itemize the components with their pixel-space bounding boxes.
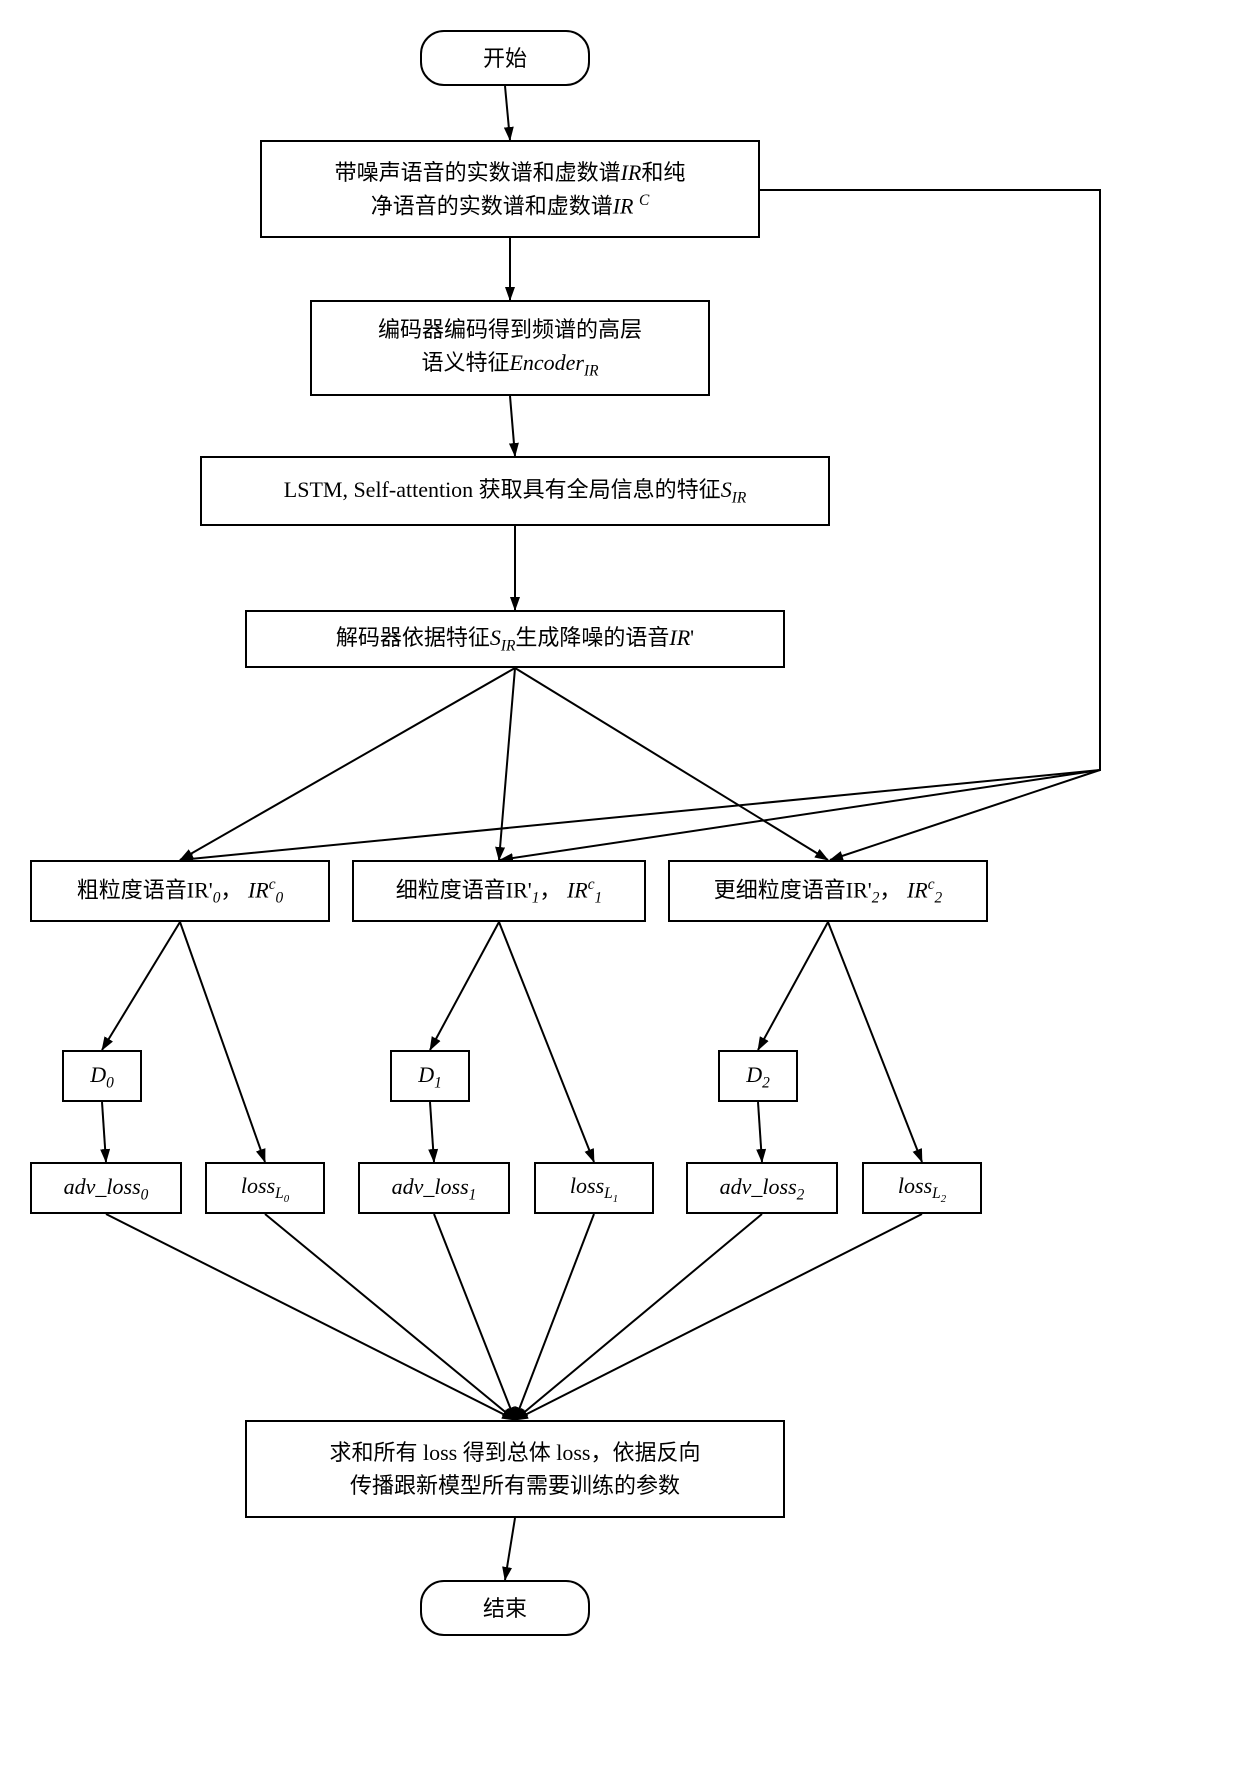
node-adv1: adv_loss1 [358, 1162, 510, 1214]
node-label: 求和所有 loss 得到总体 loss，依据反向传播跟新模型所有需要训练的参数 [330, 1436, 701, 1502]
node-encoder: 编码器编码得到频谱的高层语义特征EncoderIR [310, 300, 710, 396]
node-g1: 细粒度语音IR'1， IRc1 [352, 860, 646, 922]
node-label: lossL0 [241, 1169, 289, 1208]
node-label: 结束 [483, 1592, 527, 1625]
edge [758, 1102, 762, 1162]
edge [505, 86, 510, 140]
node-label: adv_loss2 [720, 1170, 805, 1207]
node-label: lossL2 [898, 1169, 946, 1208]
node-label: D0 [90, 1058, 114, 1095]
node-label: adv_loss0 [64, 1170, 149, 1207]
edge [106, 1214, 515, 1420]
edge [515, 1214, 922, 1420]
edge [102, 1102, 106, 1162]
node-label: 开始 [483, 42, 527, 75]
node-label: lossL1 [570, 1169, 618, 1208]
edge [499, 922, 594, 1162]
node-adv2: adv_loss2 [686, 1162, 838, 1214]
node-label: LSTM, Self-attention 获取具有全局信息的特征SIR [284, 473, 746, 510]
node-lL0: lossL0 [205, 1162, 325, 1214]
node-label: 粗粒度语音IR'0， IRc0 [77, 873, 284, 910]
node-g0: 粗粒度语音IR'0， IRc0 [30, 860, 330, 922]
node-label: 编码器编码得到频谱的高层语义特征EncoderIR [378, 313, 642, 383]
node-end: 结束 [420, 1580, 590, 1636]
edge [758, 922, 828, 1050]
node-label: 更细粒度语音IR'2， IRc2 [714, 873, 943, 910]
edge [265, 1214, 515, 1420]
node-g2: 更细粒度语音IR'2， IRc2 [668, 860, 988, 922]
edge [828, 922, 922, 1162]
edge [515, 1214, 594, 1420]
edge [180, 668, 515, 860]
node-start: 开始 [420, 30, 590, 86]
edge [515, 1214, 762, 1420]
edge [430, 1102, 434, 1162]
edge [510, 396, 515, 456]
node-sumloss: 求和所有 loss 得到总体 loss，依据反向传播跟新模型所有需要训练的参数 [245, 1420, 785, 1518]
flowchart-canvas: 开始带噪声语音的实数谱和虚数谱IR和纯净语音的实数谱和虚数谱IR C 编码器编码得… [0, 0, 1240, 1767]
node-label: D1 [418, 1058, 442, 1095]
node-lL1: lossL1 [534, 1162, 654, 1214]
edge [515, 668, 828, 860]
node-lstm: LSTM, Self-attention 获取具有全局信息的特征SIR [200, 456, 830, 526]
edge [102, 922, 180, 1050]
node-decoder: 解码器依据特征SIR生成降噪的语音IR' [245, 610, 785, 668]
node-d0: D0 [62, 1050, 142, 1102]
node-d2: D2 [718, 1050, 798, 1102]
node-label: 细粒度语音IR'1， IRc1 [396, 873, 603, 910]
edge [499, 668, 515, 860]
node-adv0: adv_loss0 [30, 1162, 182, 1214]
edge [505, 1518, 515, 1580]
edge [180, 922, 265, 1162]
node-label: adv_loss1 [392, 1170, 477, 1207]
node-input: 带噪声语音的实数谱和虚数谱IR和纯净语音的实数谱和虚数谱IR C [260, 140, 760, 238]
edge [430, 922, 499, 1050]
edge [434, 1214, 515, 1420]
node-label: 解码器依据特征SIR生成降噪的语音IR' [336, 621, 694, 658]
node-lL2: lossL2 [862, 1162, 982, 1214]
node-d1: D1 [390, 1050, 470, 1102]
node-label: 带噪声语音的实数谱和虚数谱IR和纯净语音的实数谱和虚数谱IR C [335, 156, 686, 222]
node-label: D2 [746, 1058, 770, 1095]
